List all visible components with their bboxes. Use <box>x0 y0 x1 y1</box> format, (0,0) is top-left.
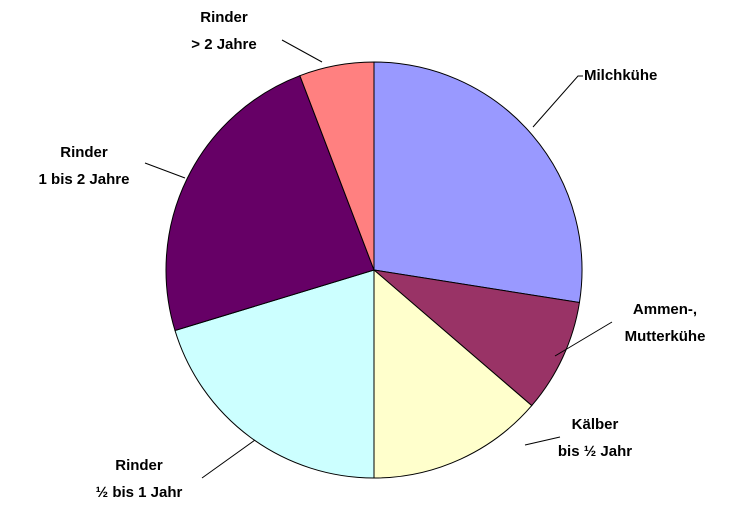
pie-slice <box>299 61 375 271</box>
pie-slice <box>174 269 375 479</box>
slice-label: Rinder > 2 Jahre <box>191 9 256 53</box>
leader-line <box>201 439 256 479</box>
slice-label: Milchkühe <box>584 67 657 84</box>
leader-line <box>144 162 186 179</box>
pie-slice <box>373 61 583 304</box>
leader-line <box>281 39 323 63</box>
slice-label: Kälber bis ½ Jahr <box>558 416 632 460</box>
slice-label: Rinder 1 bis 2 Jahre <box>39 144 130 188</box>
pie-slice <box>373 268 533 479</box>
leader-line <box>524 436 561 446</box>
pie-slice <box>165 75 375 332</box>
leader-line <box>532 75 583 128</box>
slice-label: Ammen-, Mutterkühe <box>625 301 706 345</box>
leader-line <box>554 321 613 357</box>
slice-label: Rinder ½ bis 1 Jahr <box>96 457 183 501</box>
pie-slice <box>372 269 581 407</box>
